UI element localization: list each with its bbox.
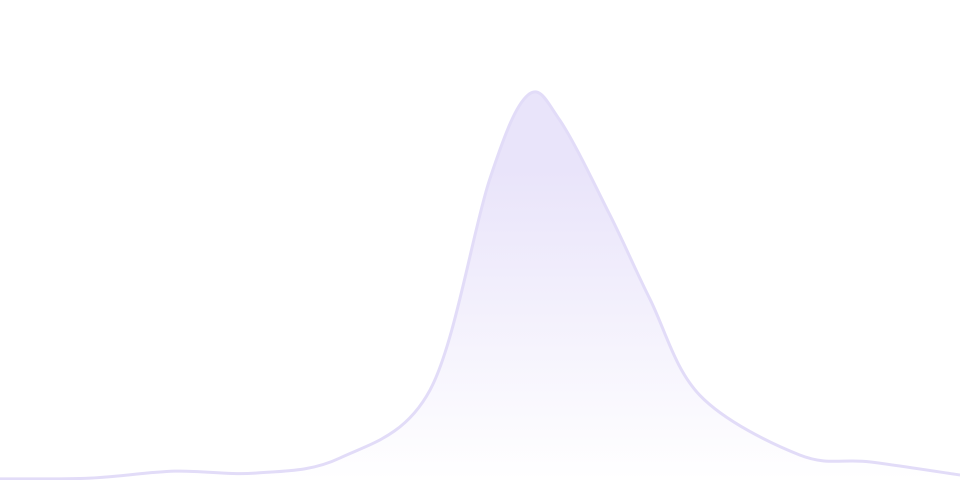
area-fill <box>0 91 960 480</box>
series-line <box>0 90 960 480</box>
